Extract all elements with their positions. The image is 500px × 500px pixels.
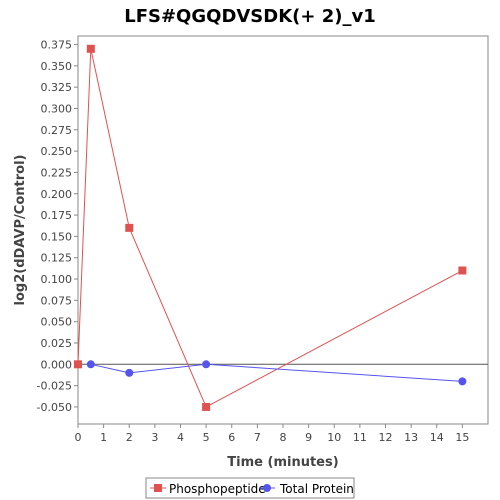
data-point-total-protein bbox=[458, 377, 467, 386]
data-point-phosphopeptide bbox=[86, 44, 95, 53]
y-axis-label: log2(dDAVP/Control) bbox=[13, 155, 28, 306]
data-point-phosphopeptide bbox=[74, 360, 82, 369]
legend-marker-phosphopeptide bbox=[154, 484, 162, 492]
x-tick-label: 6 bbox=[228, 431, 235, 444]
y-tick-label: 0.225 bbox=[41, 166, 73, 179]
data-point-total-protein bbox=[202, 360, 211, 369]
y-tick-label: -0.050 bbox=[37, 401, 72, 414]
y-tick-label: 0.300 bbox=[41, 102, 73, 115]
y-tick-label: 0.200 bbox=[41, 188, 73, 201]
y-tick-label: 0.050 bbox=[41, 316, 73, 329]
y-tick-label: 0.325 bbox=[41, 81, 73, 94]
chart-title: LFS#QGQDVSDK(+ 2)_v1 bbox=[124, 6, 376, 27]
x-tick-label: 0 bbox=[75, 431, 82, 444]
y-tick-label: 0.175 bbox=[41, 209, 73, 222]
x-tick-label: 13 bbox=[404, 431, 418, 444]
legend-box bbox=[145, 477, 355, 499]
x-axis-label: Time (minutes) bbox=[227, 455, 338, 470]
series-layer bbox=[74, 44, 467, 411]
series-line-total-protein bbox=[90, 363, 463, 382]
x-tick-label: 2 bbox=[126, 431, 133, 444]
y-axis: -0.050 -0.025 0.000 0.025 0.050 0.075 0.100 0.1… bbox=[37, 39, 78, 414]
x-tick-label: 15 bbox=[455, 431, 469, 444]
y-tick-label: 0.125 bbox=[41, 252, 73, 265]
y-tick-label: 0.075 bbox=[41, 294, 73, 307]
x-tick-label: 11 bbox=[353, 431, 367, 444]
y-tick-label: 0.250 bbox=[41, 145, 73, 158]
data-point-total-protein bbox=[86, 360, 95, 369]
legend-label-phosphopeptide: Phosphopeptide bbox=[169, 482, 266, 496]
y-tick-label: 0.375 bbox=[41, 39, 73, 52]
data-point-total-protein bbox=[125, 368, 134, 377]
data-point-phosphopeptide bbox=[458, 266, 467, 275]
x-tick-label: 7 bbox=[254, 431, 261, 444]
x-tick-label: 14 bbox=[430, 431, 444, 444]
data-point-phosphopeptide bbox=[125, 223, 134, 232]
y-tick-label: 0.000 bbox=[41, 358, 73, 371]
y-tick-label: 0.275 bbox=[41, 124, 73, 137]
plot-area bbox=[77, 35, 489, 425]
legend: Phosphopeptide Total Protein bbox=[145, 477, 355, 499]
y-tick-label: -0.025 bbox=[37, 380, 72, 393]
x-tick-label: 12 bbox=[379, 431, 393, 444]
data-point-phosphopeptide bbox=[202, 402, 211, 411]
x-tick-label: 4 bbox=[177, 431, 184, 444]
x-tick-label: 3 bbox=[151, 431, 158, 444]
x-tick-label: 8 bbox=[280, 431, 287, 444]
y-tick-label: 0.150 bbox=[41, 230, 73, 243]
x-tick-label: 9 bbox=[305, 431, 312, 444]
x-axis: 0 1 2 3 4 5 6 7 8 9 10 11 12 13 14 15 bbox=[75, 424, 469, 444]
legend-label-total-protein: Total Protein bbox=[279, 482, 354, 496]
x-tick-label: 10 bbox=[327, 431, 341, 444]
y-tick-label: 0.100 bbox=[41, 273, 73, 286]
y-tick-label: 0.350 bbox=[41, 60, 73, 73]
y-tick-label: 0.025 bbox=[41, 337, 73, 350]
legend-marker-total-protein bbox=[263, 484, 271, 492]
x-tick-label: 5 bbox=[203, 431, 210, 444]
x-tick-label: 1 bbox=[100, 431, 107, 444]
